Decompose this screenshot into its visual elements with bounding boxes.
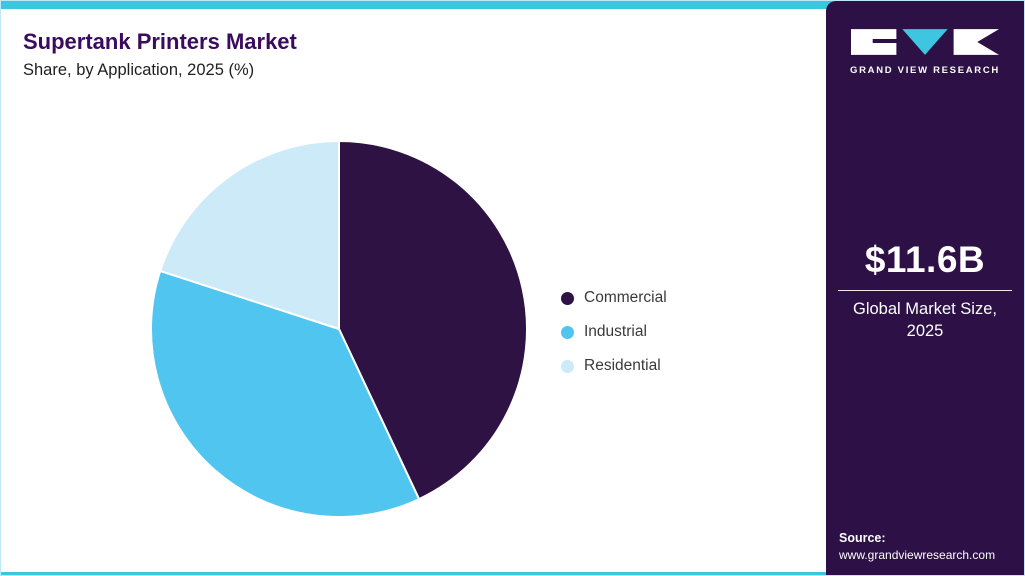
market-size-caption-line1: Global Market Size, xyxy=(853,300,997,318)
chart-title: Supertank Printers Market xyxy=(23,29,297,54)
legend-swatch-residential xyxy=(561,359,574,373)
legend: Commercial Industrial Residential xyxy=(561,289,667,391)
brand-name: GRAND VIEW RESEARCH xyxy=(849,65,1000,76)
market-size-value: $11.6B xyxy=(864,239,986,280)
sidebar: GRAND VIEW RESEARCH $11.6B Global Market… xyxy=(826,1,1024,575)
source-url: www.grandviewresearch.com xyxy=(839,548,996,562)
legend-label-residential: Residential xyxy=(584,357,661,374)
gvr-logo-icon xyxy=(851,29,999,55)
pie-chart xyxy=(150,140,528,518)
market-size-divider xyxy=(838,290,1012,291)
legend-swatch-commercial xyxy=(561,291,574,305)
source-block: Source: www.grandviewresearch.com xyxy=(839,531,995,562)
source-label: Source: xyxy=(839,531,886,545)
chart-subtitle: Share, by Application, 2025 (%) xyxy=(23,61,255,79)
top-accent-bar xyxy=(1,1,1024,9)
legend-item-residential: Residential xyxy=(561,357,667,375)
legend-item-industrial: Industrial xyxy=(561,323,667,341)
market-size-caption: Global Market Size, 2025 xyxy=(826,298,1024,343)
market-size-block: $11.6B Global Market Size, 2025 xyxy=(826,239,1024,343)
legend-swatch-industrial xyxy=(561,325,574,339)
brand-logo-block: GRAND VIEW RESEARCH xyxy=(826,1,1024,76)
legend-label-commercial: Commercial xyxy=(584,289,667,306)
market-size-caption-line2: 2025 xyxy=(906,322,944,341)
bottom-accent-bar xyxy=(1,572,1024,575)
legend-item-commercial: Commercial xyxy=(561,289,667,307)
legend-label-industrial: Industrial xyxy=(584,323,647,340)
